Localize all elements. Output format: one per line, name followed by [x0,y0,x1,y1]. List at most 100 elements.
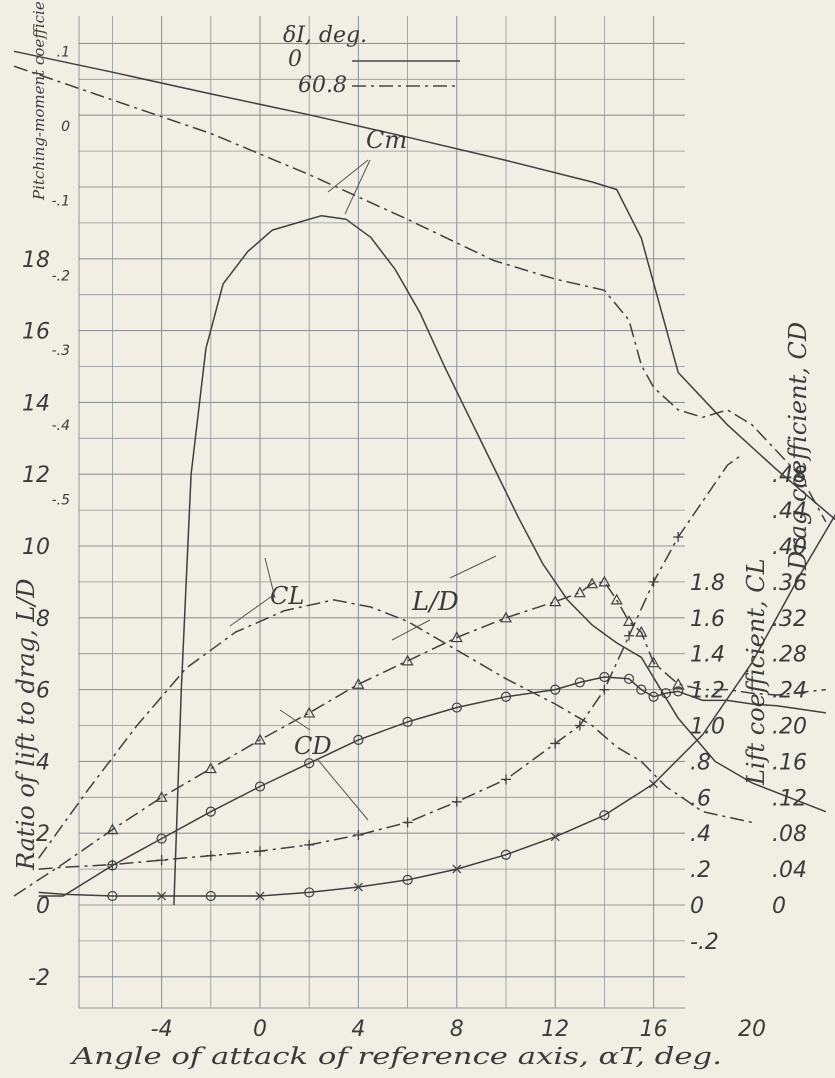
data-point-plus [402,817,413,828]
data-point-triangle [622,615,636,626]
data-point-circle [500,849,512,860]
data-point-triangle [450,631,463,643]
cd-tick-label: .40 [772,535,807,560]
cl-tick-label: -.2 [690,930,719,955]
cl-tick-label: 0 [690,894,704,919]
data-point-circle [451,702,462,713]
x-tick-label: 4 [351,1017,365,1042]
data-point-cross [353,882,363,892]
annotation-cm: Cm [366,126,407,154]
data-point-triangle [672,677,685,689]
ld-tick-label: 6 [36,679,50,704]
data-point-circle [205,890,216,902]
data-point-plus [255,846,265,857]
grid [78,16,685,1009]
curve-cd-0 [38,513,835,897]
curve-ld-608 [37,599,753,859]
data-point-plus [648,576,659,587]
data-point-circle [156,833,167,844]
cd-tick-label: .24 [772,679,807,704]
data-point-triangle [303,706,316,718]
cd-tick-label: .16 [772,750,807,775]
data-point-triangle [598,575,611,587]
data-point-triangle [401,654,414,666]
data-point-plus [156,855,167,866]
data-point-cross [452,864,462,874]
data-point-circle [107,890,118,902]
y-axis-label-cd: Drag coefficient, CD [784,322,812,571]
data-point-circle [304,887,315,898]
data-point-circle [599,810,610,821]
y-axis-label-ld: Ratio of lift to drag, L/D [12,578,40,871]
annotation-cd-leader-2 [317,759,369,821]
cm-tick-label: .1 [57,44,70,60]
annotation-cl-leader-2 [264,557,276,599]
legend: δI, deg. 0 60.8 [283,23,460,98]
data-point-plus [673,532,684,543]
ld-tick-label: 8 [36,607,50,632]
data-point-cross [649,779,659,789]
cl-tick-label: 1.2 [690,679,725,704]
data-point-plus [599,684,610,695]
data-point-plus [304,839,315,850]
data-point-plus [451,796,462,807]
data-point-triangle [610,593,623,605]
data-point-triangle [499,611,513,623]
data-point-triangle [647,656,660,668]
data-point-triangle [253,733,267,745]
data-point-circle [574,677,585,688]
tick-labels: -404812162024-2024681012141618.10-.1-.2-… [22,44,807,1042]
annotation-cd-leader [279,709,311,731]
ld-tick-label: 14 [22,391,50,416]
annotation-ld-leader [449,555,497,579]
cd-tick-label: .44 [772,499,807,524]
data-point-circle [500,691,512,702]
data-point-circle [205,806,216,817]
annotation-cl: CL [270,582,304,610]
ld-tick-label: 10 [22,535,50,560]
cd-tick-label: .32 [772,607,807,632]
cd-tick-label: .20 [772,715,807,740]
cm-tick-label: -.4 [52,418,70,434]
curve-cl-0 [38,676,826,897]
data-point-circle [402,874,413,885]
ld-tick-label: 18 [22,248,50,273]
annotation-cm-leader [327,159,369,193]
data-point-triangle [573,586,586,598]
legend-title: δI, deg. [283,23,367,48]
cd-tick-label: 0 [772,894,786,919]
ld-tick-label: -2 [28,966,50,991]
cm-tick-label: -.1 [52,194,70,210]
cd-tick-label: .48 [772,463,807,488]
data-point-plus [501,774,511,785]
data-point-triangle [106,823,119,835]
data-point-circle [636,684,647,695]
cm-tick-label: -.5 [52,493,71,509]
curve-cm-0 [13,50,835,521]
annotation-cm-leader-2 [344,159,371,215]
cd-tick-label: .12 [772,786,807,811]
curve-cm-608 [13,65,827,523]
annotation-ld-leader-2 [391,619,431,641]
data-point-triangle [549,595,562,607]
cd-tick-label: .36 [772,571,807,596]
x-tick-label: -4 [151,1017,173,1042]
data-point-triangle [204,762,217,774]
cm-tick-label: 0 [61,119,70,135]
legend-entry-1: 60.8 [298,73,347,98]
data-point-triangle [352,677,365,689]
y-axis-label-cm: Pitching-moment coefficient, Cm [30,0,48,201]
data-point-cross [157,891,167,901]
cd-tick-label: .28 [772,643,807,668]
ld-tick-label: 16 [22,320,50,345]
data-point-triangle [155,791,168,802]
data-point-plus [353,829,364,840]
data-point-cross [255,891,265,901]
data-point-plus [550,738,561,749]
cl-tick-label: .4 [690,822,711,847]
data-point-circle [550,684,561,695]
data-point-circle [402,716,413,728]
cl-tick-label: 1.4 [690,643,725,668]
annotation-cd: CD [294,732,332,760]
